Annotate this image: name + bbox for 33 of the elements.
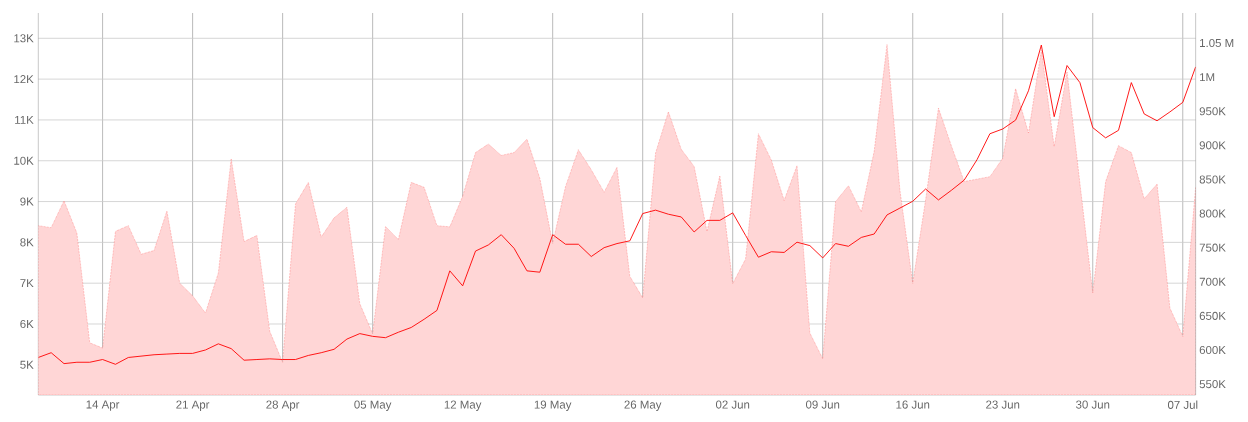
x-tick-label: 14 Apr: [86, 400, 120, 411]
y2-tick-label: 1.05 M: [1200, 38, 1234, 48]
y2-tick-label: 650K: [1199, 311, 1226, 320]
y2-tick-label: 550K: [1199, 380, 1226, 389]
y-tick-label: 12K: [14, 75, 34, 84]
y-tick-label: 8K: [20, 238, 34, 247]
y-tick-label: 6K: [20, 319, 34, 329]
y2-tick-label: 700K: [1199, 277, 1226, 286]
x-tick-label: 07 Jul: [1167, 400, 1198, 409]
y-tick-label: 10K: [14, 156, 34, 165]
y2-tick-label: 600K: [1199, 345, 1226, 355]
x-tick-label: 19 May: [534, 400, 572, 411]
x-tick-label: 21 Apr: [176, 400, 210, 411]
y-tick-label: 13K: [14, 34, 34, 43]
x-tick-label: 05 May: [354, 400, 392, 411]
x-tick-label: 26 May: [624, 400, 662, 411]
y2-tick-label: 900K: [1199, 141, 1226, 150]
x-tick-label: 09 Jun: [805, 400, 840, 409]
y-tick-label: 7K: [20, 279, 34, 288]
x-tick-label: 30 Jun: [1076, 400, 1110, 409]
y-tick-label: 5K: [20, 360, 34, 369]
y2-tick-label: 1M: [1200, 73, 1215, 82]
y2-tick-label: 850K: [1199, 175, 1226, 184]
y-tick-label: 11K: [15, 115, 34, 124]
y-tick-label: 9K: [20, 197, 34, 206]
x-tick-label: 28 Apr: [266, 400, 300, 411]
x-tick-label: 02 Jun: [715, 400, 750, 409]
x-tick-label: 12 May: [444, 400, 482, 411]
x-tick-label: 23 Jun: [986, 400, 1020, 409]
y2-tick-label: 800K: [1199, 209, 1226, 218]
y2-tick-label: 750K: [1199, 243, 1226, 252]
y2-tick-label: 950K: [1199, 107, 1226, 116]
x-tick-label: 16 Jun: [896, 400, 930, 409]
